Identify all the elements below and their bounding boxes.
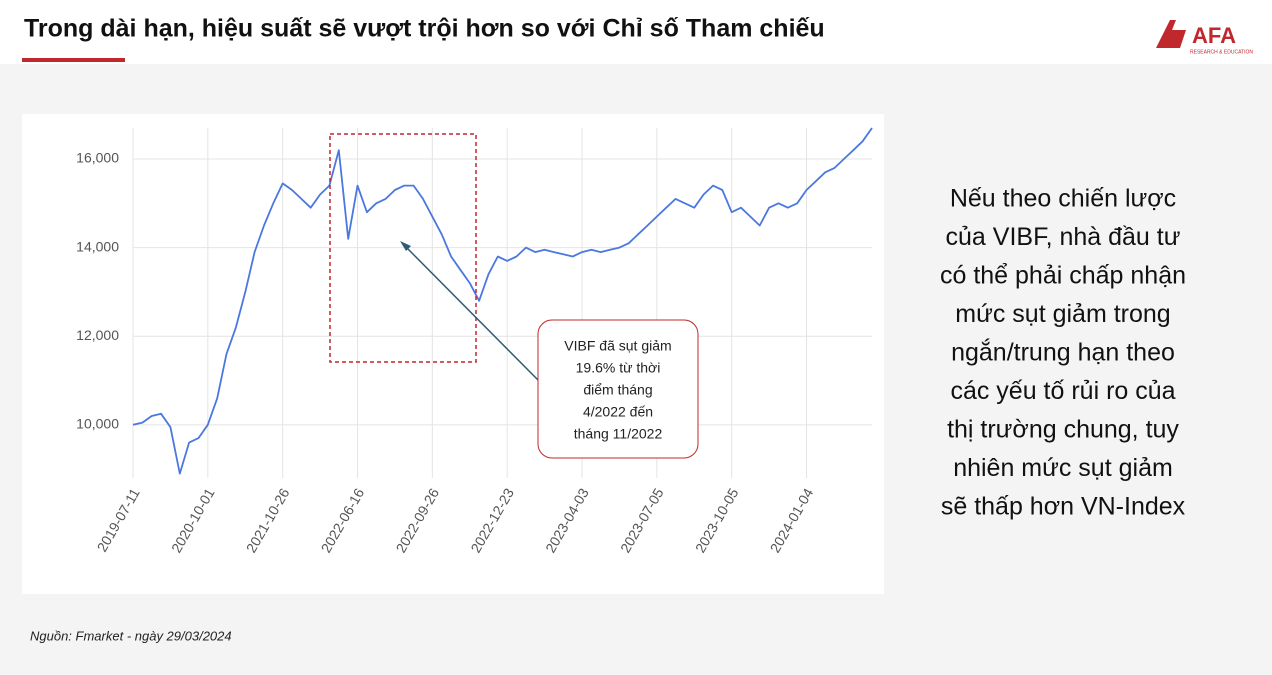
- logo-text: AFA: [1192, 23, 1236, 48]
- y-tick-label: 16,000: [76, 150, 119, 166]
- annotation-line: 19.6% từ thời: [576, 360, 661, 376]
- side-line: Nếu theo chiến lược: [950, 185, 1176, 213]
- side-line: mức sụt giảm trong: [955, 300, 1170, 328]
- side-line: của VIBF, nhà đầu tư: [946, 223, 1181, 251]
- annotation-line: 4/2022 đến: [583, 404, 653, 420]
- side-line: các yếu tố rủi ro của: [950, 377, 1175, 405]
- y-tick-label: 12,000: [76, 327, 119, 343]
- header-bar: [0, 0, 1272, 64]
- annotation-line: tháng 11/2022: [574, 426, 663, 442]
- annotation-line: VIBF đã sụt giảm: [564, 338, 671, 354]
- y-tick-label: 14,000: [76, 238, 119, 254]
- side-line: ngắn/trung hạn theo: [951, 338, 1175, 367]
- chart-panel: [22, 114, 884, 594]
- arrow-line: [403, 244, 539, 381]
- y-tick-label: 10,000: [76, 416, 119, 432]
- side-line: thị trường chung, tuy: [947, 416, 1179, 444]
- side-text: Nếu theo chiến lược của VIBF, nhà đầu tư c…: [940, 185, 1186, 521]
- logo-mark: [1156, 20, 1186, 48]
- title-underline: [22, 58, 125, 62]
- source: Nguồn: Fmarket - ngày 29/03/2024: [30, 628, 232, 643]
- side-line: nhiên mức sụt giảm: [953, 454, 1173, 482]
- side-line: sẽ thấp hơn VN-Index: [941, 493, 1186, 521]
- arrow-head: [400, 241, 411, 251]
- annotation-box: [537, 319, 699, 459]
- slide-title: Trong dài hạn, hiệu suất sẽ vượt trội hơ…: [24, 15, 825, 43]
- series-line: [132, 127, 873, 475]
- annotation: VIBF đã sụt giảm 19.6% từ thời điểm tháng 4…: [564, 338, 671, 442]
- side-line: có thể phải chấp nhận: [940, 262, 1186, 290]
- logo-sub: RESEARCH & EDUCATION: [1190, 49, 1253, 55]
- highlight-box: [329, 133, 477, 363]
- annotation-line: điểm tháng: [583, 382, 652, 398]
